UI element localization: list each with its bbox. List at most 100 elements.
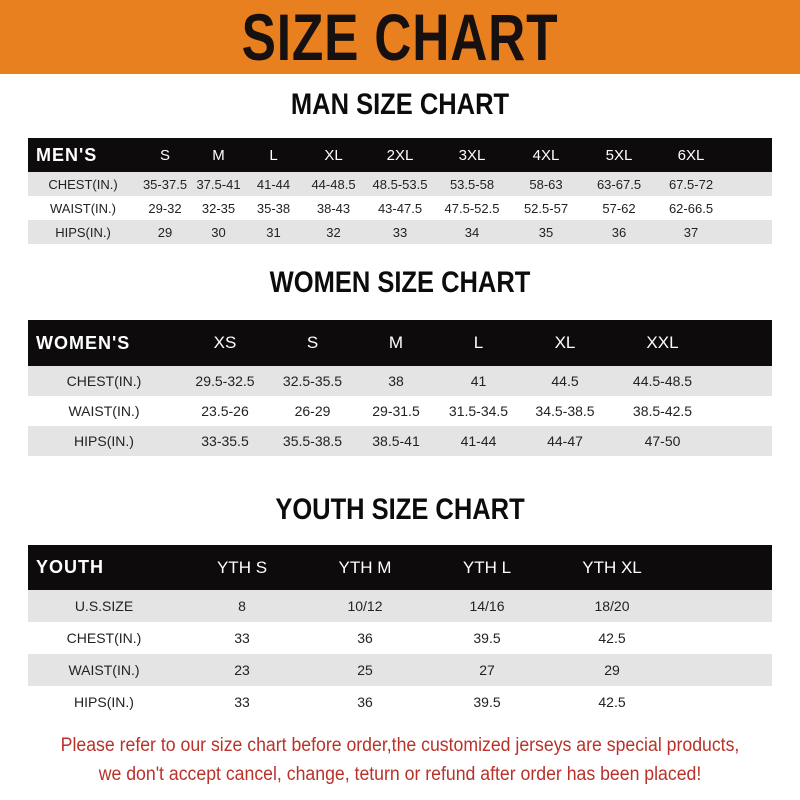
table-cell: 33 [234,630,250,646]
men-size-table: MEN'S S M L XL 2XL 3XL 4XL 5XL 6XL CHEST(IN.) 35-37… [28,138,772,244]
table-cell: 23 [234,662,250,678]
table-cell: L [473,333,484,352]
row-label: HIPS(IN.) [74,694,134,710]
table-cell: 47-50 [644,433,681,449]
table-cell: YTH XL [582,557,642,577]
row-label: YOUTH [36,557,104,577]
table-cell: 6XL [677,146,705,164]
table-cell: 38 [388,373,404,389]
table-cell: 41-44 [256,176,291,192]
table-cell: M [388,333,404,352]
table-row: HIPS(IN.) 33-35.5 35.5-38.5 38.5-41 41-44 44-… [28,426,772,456]
row-label: CHEST(IN.) [66,373,142,389]
row-label: CHEST(IN.) [66,630,142,646]
table-cell: 34.5-38.5 [535,403,595,419]
table-cell: 29.5-32.5 [195,373,255,389]
table-cell: 33 [234,694,250,710]
table-cell: 37.5-41 [196,176,241,192]
table-cell: XXL [646,333,679,352]
table-cell: YTH L [462,557,512,577]
table-cell: 34 [464,224,480,240]
notice-line-2: we don't accept cancel, change, teturn o… [98,764,702,785]
table-cell: 41 [470,373,487,389]
table-row: WAIST(IN.) 23 25 27 29 [28,654,772,686]
table-cell: 35 [538,224,554,240]
women-section-title: WOMEN SIZE CHART [269,266,531,299]
table-cell: 29 [604,662,620,678]
table-cell: XS [213,333,237,352]
table-header-row: MEN'S S M L XL 2XL 3XL 4XL 5XL 6XL [28,138,772,172]
table-cell: 27 [479,662,495,678]
table-cell: 48.5-53.5 [372,176,428,192]
table-cell: 44-48.5 [311,176,356,192]
table-row: WAIST(IN.) 29-32 32-35 35-38 38-43 43-47.5 47.… [28,196,772,220]
table-cell: 58-63 [529,176,563,192]
table-cell: 10/12 [347,598,383,614]
table-cell: 29-32 [148,200,182,216]
table-cell: 35-38 [256,200,291,216]
table-row: U.S.SIZE 8 10/12 14/16 18/20 [28,590,772,622]
table-cell: 53.5-58 [449,176,495,192]
table-cell: 43-47.5 [377,200,423,216]
table-cell: M [212,146,225,164]
table-cell: 42.5 [598,630,626,646]
table-row: HIPS(IN.) 33 36 39.5 42.5 [28,686,772,718]
table-cell: 35.5-38.5 [282,433,343,449]
table-cell: 31.5-34.5 [448,403,509,419]
table-cell: 38.5-42.5 [632,403,693,419]
table-cell: 44.5 [551,373,579,389]
table-cell: 31 [266,224,281,240]
table-cell: 3XL [458,146,486,164]
youth-section-title: YOUTH SIZE CHART [275,493,525,526]
table-cell: XL [324,146,343,164]
table-cell: 57-62 [602,200,636,216]
table-cell: 23.5-26 [201,403,249,419]
table-cell: S [306,333,319,352]
row-label: WAIST(IN.) [50,200,116,216]
table-header-row: WOMEN'S XS S M L XL XXL [28,320,772,366]
table-cell: 32-35 [201,200,236,216]
table-cell: 33-35.5 [201,433,249,449]
table-cell: 14/16 [469,598,505,614]
table-cell: 36 [357,630,373,646]
row-label: HIPS(IN.) [55,224,111,240]
table-cell: 33 [392,224,408,240]
table-cell: 8 [238,598,246,614]
women-size-table: WOMEN'S XS S M L XL XXL CHEST(IN.) 29.5-32.5 32.5… [28,320,772,456]
row-label: WOMEN'S [36,332,131,353]
table-cell: 2XL [386,146,414,164]
table-cell: L [269,146,278,164]
table-cell: 32 [326,224,341,240]
table-cell: 29-31.5 [372,403,420,419]
table-row: HIPS(IN.) 29 30 31 32 33 34 35 36 37 [28,220,772,244]
table-cell: 32.5-35.5 [282,373,343,389]
notice-line-1: Please refer to our size chart before or… [60,735,740,756]
table-row: CHEST(IN.) 33 36 39.5 42.5 [28,622,772,654]
table-cell: YTH S [216,557,268,577]
youth-size-table: YOUTH YTH S YTH M YTH L YTH XL U.S.SIZE 8 10/12… [28,545,772,718]
table-cell: 18/20 [594,598,630,614]
table-cell: 38.5-41 [372,433,420,449]
table-cell: 42.5 [598,694,626,710]
table-cell: 67.5-72 [668,176,714,192]
row-label: WAIST(IN.) [68,403,140,419]
table-cell: 26-29 [294,403,331,419]
table-cell: 47.5-52.5 [444,200,500,216]
table-cell: 25 [357,662,373,678]
table-cell: YTH M [338,557,392,577]
table-cell: 41-44 [460,433,497,449]
table-cell: 35-37.5 [142,176,188,192]
table-cell: 29 [157,224,173,240]
table-cell: 38-43 [316,200,351,216]
table-cell: 5XL [605,146,633,164]
table-cell: 44-47 [547,433,583,449]
table-cell: 39.5 [473,630,501,646]
row-label: CHEST(IN.) [48,176,118,192]
table-row: CHEST(IN.) 35-37.5 37.5-41 41-44 44-48.5 48.5… [28,172,772,196]
men-section-title: MAN SIZE CHART [290,88,510,121]
table-cell: 52.5-57 [523,200,569,216]
table-cell: 37 [683,224,699,240]
row-label: MEN'S [36,144,98,165]
header-banner: SIZE CHART [0,0,800,74]
table-cell: 36 [357,694,373,710]
